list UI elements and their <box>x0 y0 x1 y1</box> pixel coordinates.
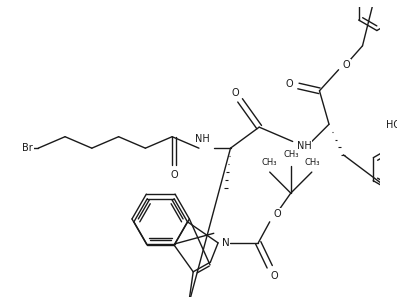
Text: CH₃: CH₃ <box>283 150 299 159</box>
Text: HO: HO <box>385 120 397 130</box>
Text: O: O <box>170 170 178 180</box>
Text: CH₃: CH₃ <box>304 158 320 167</box>
Text: O: O <box>271 271 278 281</box>
Text: NH: NH <box>297 141 312 151</box>
Text: O: O <box>285 79 293 89</box>
Text: O: O <box>343 60 350 70</box>
Text: N: N <box>222 238 229 248</box>
Text: O: O <box>231 88 239 98</box>
Text: O: O <box>274 209 281 219</box>
Text: NH: NH <box>195 134 210 143</box>
Text: Br: Br <box>22 143 33 153</box>
Text: CH₃: CH₃ <box>262 158 278 167</box>
